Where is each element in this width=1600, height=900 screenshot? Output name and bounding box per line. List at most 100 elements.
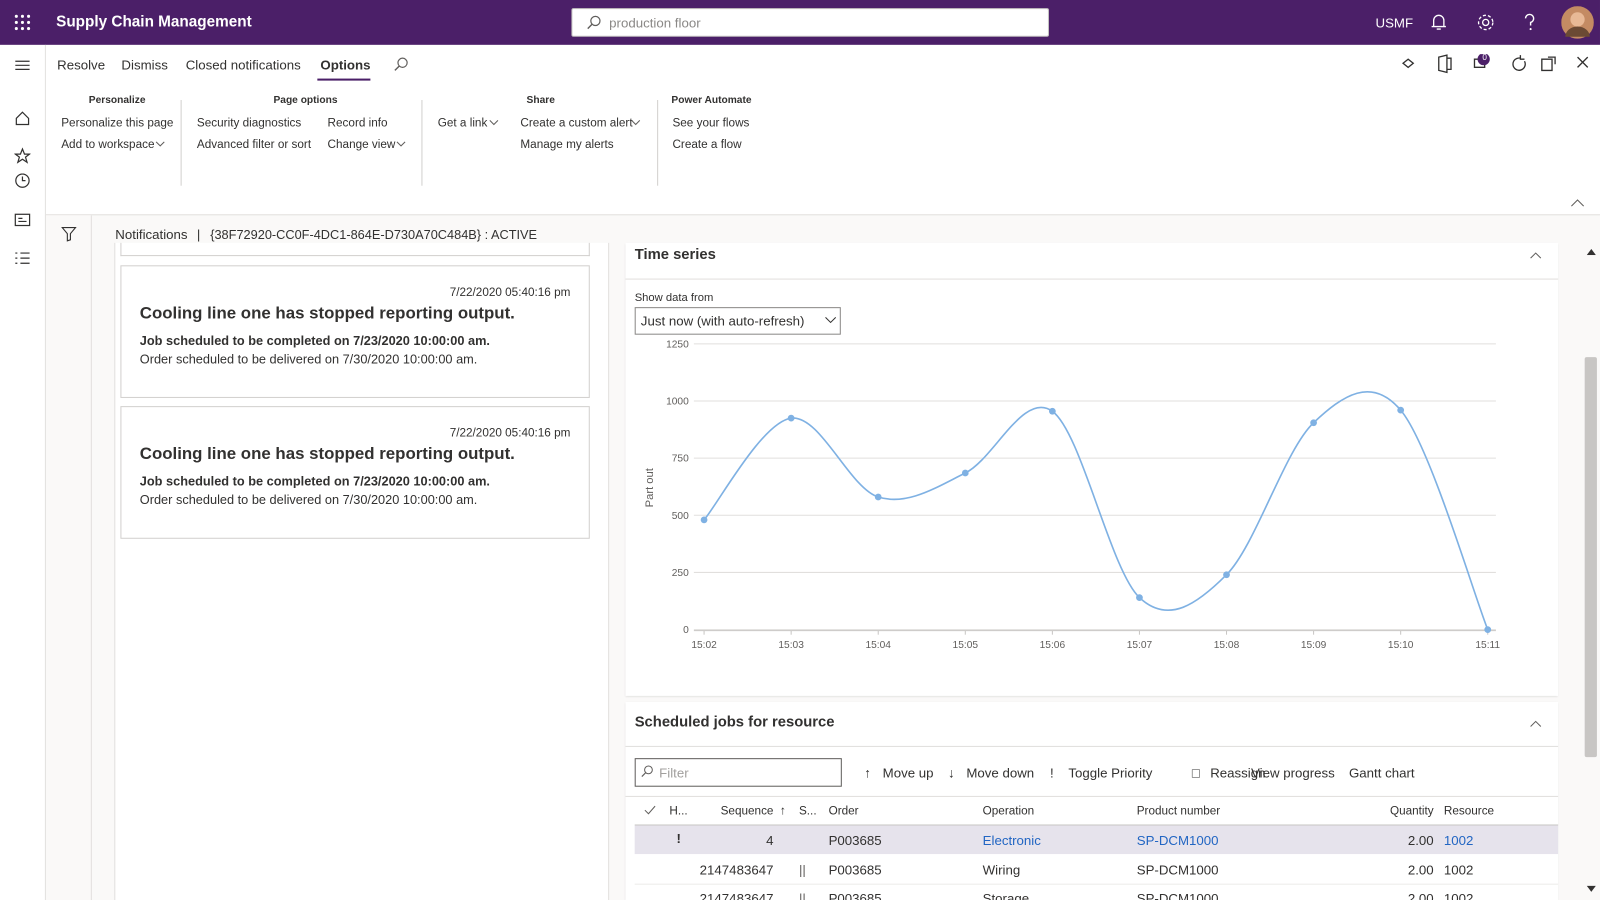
data-point: [1223, 571, 1230, 579]
company[interactable]: USMF: [1375, 15, 1414, 31]
cell: 2147483647: [699, 861, 774, 878]
breadcrumb-section: Notifications: [115, 226, 188, 242]
section-heading: Time series: [634, 246, 716, 264]
filter-input[interactable]: Filter: [634, 758, 842, 787]
nav-icons[interactable]: [14, 59, 31, 171]
ribbon-button[interactable]: See your flows: [672, 117, 750, 130]
column-header[interactable]: Sequence: [720, 805, 774, 818]
tab[interactable]: Closed notifications: [185, 57, 301, 73]
table-row[interactable]: [634, 825, 1559, 855]
tab[interactable]: Resolve: [57, 57, 106, 73]
nav-icons-lower[interactable]: [14, 173, 31, 271]
settings-icon[interactable]: [1477, 13, 1495, 31]
ribbon-button[interactable]: Security diagnostics: [196, 117, 302, 130]
ribbon-button[interactable]: Personalize this page: [61, 117, 174, 130]
toolbar-icon: !: [1049, 765, 1054, 781]
notifications-panel: 7/22/2020 05:40:16 pm Cooling line one ha…: [114, 242, 610, 900]
data-point: [700, 516, 708, 524]
card-stub: [120, 242, 590, 257]
x-tick-label: 15:08: [1214, 640, 1240, 651]
separator: [180, 99, 182, 186]
collapse-icon[interactable]: [1530, 719, 1542, 727]
job-line: Job scheduled to be completed on 7/23/20…: [139, 333, 490, 348]
toolbar-icon: ↓: [947, 765, 955, 781]
toolbar-button[interactable]: □ Reassign: [1192, 765, 1266, 780]
column-header[interactable]: Resource: [1443, 805, 1495, 818]
separator: [421, 99, 423, 186]
data-point: [1310, 419, 1317, 427]
cell: SP-DCM1000: [1136, 832, 1219, 848]
filter-icon[interactable]: [61, 226, 77, 242]
help-icon[interactable]: [1522, 13, 1536, 31]
toolbar-button[interactable]: ! Toggle Priority: [1050, 765, 1152, 780]
cell: !: [676, 830, 681, 846]
toolbar-label: Gantt chart: [1348, 765, 1415, 781]
x-tick-label: 15:06: [1040, 640, 1066, 651]
ribbon-button[interactable]: Manage my alerts: [520, 138, 614, 152]
toolbar-button[interactable]: View progress: [1251, 765, 1335, 780]
y-tick-label: 1000: [666, 397, 689, 408]
toolbar-button[interactable]: Gantt chart: [1349, 765, 1415, 780]
y-tick-label: 750: [672, 454, 689, 465]
group-title: Personalize: [88, 94, 146, 107]
toolbar-button[interactable]: ↓ Move down: [948, 765, 1034, 780]
ribbon-button[interactable]: Record info: [327, 117, 388, 130]
column-header[interactable]: Operation: [982, 805, 1035, 818]
ribbon-button[interactable]: Create a custom alert: [520, 117, 633, 130]
app-launcher[interactable]: [14, 14, 31, 31]
ribbon-button[interactable]: Change view: [327, 138, 396, 152]
x-tick-label: 15:11: [1475, 640, 1500, 651]
table-row[interactable]: [634, 855, 1559, 885]
window-icons[interactable]: [1400, 54, 1594, 74]
find-icon[interactable]: [394, 57, 408, 71]
separator: [657, 99, 659, 186]
search-icon: [641, 765, 653, 777]
cell: 1002: [1443, 832, 1474, 848]
search-box[interactable]: production floor: [571, 8, 1049, 37]
tab[interactable]: Options: [320, 57, 371, 73]
cell: 2147483647: [699, 890, 774, 900]
bell-icon[interactable]: [1431, 13, 1447, 31]
notification-title: Cooling line one has stopped reporting o…: [139, 304, 515, 323]
ribbon-button[interactable]: Add to workspace: [61, 138, 155, 152]
toolbar-button[interactable]: ↑ Move up: [864, 765, 933, 780]
column-header[interactable]: Order: [828, 805, 859, 818]
ribbon-button[interactable]: Advanced filter or sort: [196, 138, 312, 152]
ribbon-button[interactable]: Create a flow: [672, 138, 742, 152]
x-tick-label: 15:07: [1127, 640, 1153, 651]
tab-underline: [317, 78, 371, 81]
section-heading: Scheduled jobs for resource: [634, 714, 835, 731]
scrollbar[interactable]: [1582, 242, 1600, 900]
field-label: Show data from: [634, 291, 714, 305]
collapse-icon[interactable]: [1530, 251, 1542, 259]
scroll-down[interactable]: [1586, 885, 1596, 892]
order-line: Order scheduled to be delivered on 7/30/…: [139, 492, 478, 508]
data-point: [1136, 594, 1143, 601]
data-point: [1049, 407, 1056, 415]
data-point: [787, 414, 795, 422]
cell: 1002: [1443, 861, 1474, 878]
divider: [625, 745, 1559, 747]
column-header[interactable]: Quantity: [1389, 805, 1434, 818]
cell: 1002: [1443, 890, 1474, 900]
avatar[interactable]: [1561, 6, 1594, 39]
notification-card: 7/22/2020 05:40:16 pm Cooling line one ha…: [120, 265, 590, 398]
ribbon-button[interactable]: Get a link: [437, 117, 488, 130]
search-icon: [587, 15, 601, 30]
y-axis-label: Part out: [644, 467, 656, 507]
scroll-up[interactable]: [1586, 248, 1596, 256]
select-all[interactable]: [644, 805, 656, 815]
tab[interactable]: Dismiss: [121, 57, 168, 73]
breadcrumb-record: {38F72920-CC0F-4DC1-864E-D730A70C484B} :…: [210, 227, 538, 242]
column-header[interactable]: S...: [798, 805, 817, 818]
column-header[interactable]: H...: [669, 805, 688, 818]
toolbar-label: Move up: [882, 765, 934, 781]
toolbar-label: Toggle Priority: [1068, 765, 1153, 781]
column-header[interactable]: Product number: [1136, 805, 1221, 818]
cell: Storage: [982, 890, 1030, 900]
scroll-thumb[interactable]: [1584, 357, 1597, 758]
badge-count: 0: [1482, 53, 1487, 63]
cell: ||: [798, 890, 806, 900]
dropdown[interactable]: Just now (with auto-refresh): [634, 307, 841, 335]
